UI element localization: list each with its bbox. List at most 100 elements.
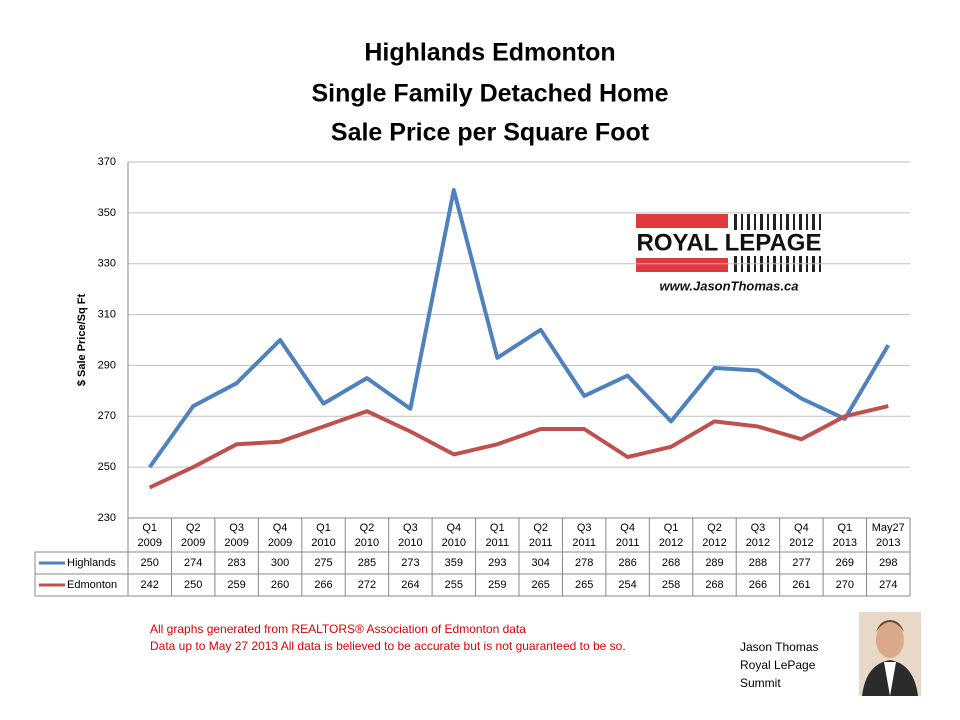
table-value: 242 bbox=[141, 579, 159, 591]
x-tick-label: 2011 bbox=[485, 537, 509, 549]
x-tick-label: Q3 bbox=[403, 522, 418, 534]
y-tick-label: 310 bbox=[98, 308, 116, 320]
table-value: 300 bbox=[271, 557, 289, 569]
agent-text: Summit bbox=[740, 676, 781, 690]
x-tick-label: Q2 bbox=[360, 522, 375, 534]
y-tick-label: 230 bbox=[98, 512, 116, 524]
legend-label: Highlands bbox=[67, 557, 116, 569]
x-tick-label: Q1 bbox=[664, 522, 679, 534]
x-tick-label: 2010 bbox=[398, 537, 422, 549]
series-line bbox=[148, 404, 889, 490]
x-tick-label: 2010 bbox=[355, 537, 379, 549]
x-tick-label: 2012 bbox=[702, 537, 726, 549]
x-tick-label: 2012 bbox=[746, 537, 770, 549]
x-tick-label: 2010 bbox=[311, 537, 335, 549]
table-value: 270 bbox=[836, 579, 854, 591]
agent-photo bbox=[859, 612, 921, 696]
table-value: 266 bbox=[314, 579, 332, 591]
chart-title: Sale Price per Square Foot bbox=[331, 119, 650, 147]
table-value: 277 bbox=[792, 557, 810, 569]
footnote: All graphs generated from REALTORS® Asso… bbox=[150, 622, 526, 636]
y-tick-label: 250 bbox=[98, 461, 116, 473]
y-axis-label: $ Sale Price/Sq Ft bbox=[76, 294, 88, 387]
agent-text: Jason Thomas bbox=[740, 640, 819, 654]
x-tick-label: Q4 bbox=[794, 522, 809, 534]
chart-title: Highlands Edmonton bbox=[364, 39, 615, 67]
table-value: 269 bbox=[836, 557, 854, 569]
table-value: 272 bbox=[358, 579, 376, 591]
x-tick-label: 2013 bbox=[833, 537, 857, 549]
x-tick-label: Q2 bbox=[186, 522, 201, 534]
table-value: 250 bbox=[141, 557, 159, 569]
x-tick-label: 2012 bbox=[789, 537, 813, 549]
x-tick-label: Q1 bbox=[316, 522, 331, 534]
logo-brand: ROYAL LEPAGE bbox=[637, 229, 822, 256]
legend-label: Edmonton bbox=[67, 579, 117, 591]
table-value: 268 bbox=[705, 579, 723, 591]
table-value: 260 bbox=[271, 579, 289, 591]
table-value: 274 bbox=[184, 557, 202, 569]
x-tick-label: 2009 bbox=[181, 537, 205, 549]
y-tick-label: 350 bbox=[98, 207, 116, 219]
y-tick-label: 290 bbox=[98, 359, 116, 371]
table-value: 259 bbox=[488, 579, 506, 591]
table-value: 359 bbox=[445, 557, 463, 569]
x-tick-label: Q3 bbox=[229, 522, 244, 534]
table-value: 304 bbox=[532, 557, 550, 569]
table-value: 250 bbox=[184, 579, 202, 591]
table-value: 278 bbox=[575, 557, 593, 569]
table-value: 255 bbox=[445, 579, 463, 591]
table-value: 265 bbox=[532, 579, 550, 591]
x-tick-label: Q3 bbox=[751, 522, 766, 534]
x-tick-label: 2010 bbox=[442, 537, 466, 549]
x-tick-label: 2009 bbox=[268, 537, 292, 549]
x-tick-label: 2011 bbox=[572, 537, 596, 549]
y-tick-label: 370 bbox=[98, 156, 116, 168]
x-tick-label: May27 bbox=[872, 522, 905, 534]
series-line bbox=[148, 188, 891, 469]
agent-text: Royal LePage bbox=[740, 658, 816, 672]
table-value: 288 bbox=[749, 557, 767, 569]
x-tick-label: Q1 bbox=[142, 522, 157, 534]
table-value: 273 bbox=[401, 557, 419, 569]
logo: ROYAL LEPAGE www.JasonThomas.ca bbox=[632, 214, 826, 293]
logo-stripe bbox=[636, 258, 728, 272]
table-value: 285 bbox=[358, 557, 376, 569]
x-tick-label: 2009 bbox=[137, 537, 161, 549]
table-value: 268 bbox=[662, 557, 680, 569]
x-tick-label: 2013 bbox=[876, 537, 900, 549]
table-value: 265 bbox=[575, 579, 593, 591]
y-tick-label: 330 bbox=[98, 258, 116, 270]
table-value: 283 bbox=[227, 557, 245, 569]
logo-stripe bbox=[636, 214, 728, 228]
table-value: 275 bbox=[314, 557, 332, 569]
table-value: 261 bbox=[792, 579, 810, 591]
footnote: Data up to May 27 2013 All data is belie… bbox=[150, 639, 626, 653]
x-tick-label: Q3 bbox=[577, 522, 592, 534]
x-tick-label: Q2 bbox=[707, 522, 722, 534]
x-tick-label: Q4 bbox=[273, 522, 288, 534]
table-value: 259 bbox=[227, 579, 245, 591]
x-tick-label: 2012 bbox=[659, 537, 683, 549]
x-tick-label: 2009 bbox=[224, 537, 248, 549]
table-value: 266 bbox=[749, 579, 767, 591]
y-tick-label: 270 bbox=[98, 410, 116, 422]
table-value: 264 bbox=[401, 579, 419, 591]
chart-title: Single Family Detached Home bbox=[311, 80, 668, 108]
table-value: 254 bbox=[618, 579, 636, 591]
x-tick-label: Q4 bbox=[446, 522, 461, 534]
x-tick-label: 2011 bbox=[616, 537, 640, 549]
x-tick-label: Q4 bbox=[620, 522, 635, 534]
x-tick-label: 2011 bbox=[529, 537, 553, 549]
table-value: 293 bbox=[488, 557, 506, 569]
table-value: 286 bbox=[618, 557, 636, 569]
table-value: 274 bbox=[879, 579, 897, 591]
x-tick-label: Q1 bbox=[490, 522, 505, 534]
table-value: 258 bbox=[662, 579, 680, 591]
x-tick-label: Q2 bbox=[533, 522, 548, 534]
table-value: 298 bbox=[879, 557, 897, 569]
x-tick-label: Q1 bbox=[837, 522, 852, 534]
logo-website: www.JasonThomas.ca bbox=[660, 278, 799, 293]
